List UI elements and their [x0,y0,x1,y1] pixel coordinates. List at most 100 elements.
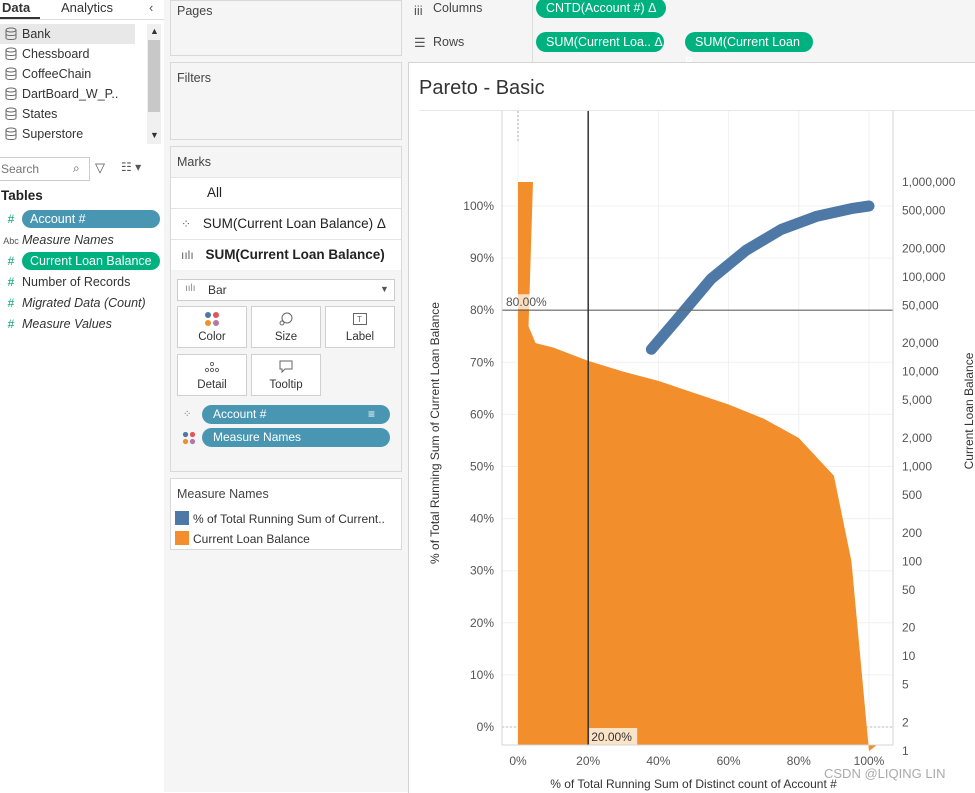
database-icon [4,27,18,41]
mark-type-dropdown[interactable]: ıılı Bar ▼ [177,279,395,301]
search-box[interactable]: ⌕ [0,157,90,181]
datasource-scrollbar[interactable]: ▲ ▼ [147,24,161,144]
marks-all-tab[interactable]: All [171,177,401,208]
tab-data[interactable]: Data [2,0,30,18]
account-detail-pill[interactable]: Account # ≡ [202,405,390,424]
y-left-tick-label: 90% [470,251,494,265]
legend-label-loan-balance[interactable]: Current Loan Balance [193,532,310,546]
data-pane: Data Analytics ‹ Bank Chessboard CoffeeCha… [0,0,165,792]
divider [532,29,533,62]
marks-row1-label: SUM(Current Loan Balance) Δ [203,216,386,231]
y-left-tick-label: 100% [463,199,494,213]
bar-mark-icon: ıılı [181,248,194,262]
datasource-item[interactable]: CoffeeChain [0,64,135,84]
view-list-icon[interactable]: ☷ ▾ [121,160,141,174]
field-item[interactable]: #Measure Values [0,314,164,335]
tables-header: Tables [1,188,43,203]
x-tick-label: 80% [787,754,811,768]
search-input[interactable] [0,160,71,178]
worksheet: Pareto - Basic 80.00%20.00%0%10%20%30%40… [408,62,975,793]
columns-label: Columns [433,1,482,15]
filters-title: Filters [177,71,211,85]
y-left-tick-label: 10% [470,668,494,682]
label-icon: T [326,311,394,331]
pages-shelf[interactable]: Pages [170,0,402,56]
datasource-label: Chessboard [22,47,89,61]
y-right-tick-label: 100,000 [902,270,946,284]
size-button[interactable]: Size [251,306,321,348]
color-button[interactable]: Color [177,306,247,348]
filters-shelf[interactable]: Filters [170,62,402,140]
pages-title: Pages [177,4,212,18]
legend-title: Measure Names [177,487,269,501]
field-label: Current Loan Balance [22,252,160,270]
color-icon [178,311,246,331]
detail-button[interactable]: Detail [177,354,247,396]
y-right-tick-label: 1,000,000 [902,175,956,189]
database-icon [4,47,18,61]
y-right-tick-label: 20,000 [902,336,939,350]
columns-pill-cntd-account[interactable]: CNTD(Account #) Δ [536,0,666,18]
scroll-thumb[interactable] [148,40,160,112]
datasource-item[interactable]: States [0,104,135,124]
marks-tab-loan-delta[interactable]: ⁘ SUM(Current Loan Balance) Δ [171,208,401,239]
x-tick-label: 60% [717,754,741,768]
legend-swatch-running-sum[interactable] [175,511,189,525]
y-left-axis-title: % of Total Running Sum of Current Loan B… [428,302,442,564]
color-label: Color [198,331,225,343]
measure-names-pill-label: Measure Names [213,430,301,444]
rows-label: Rows [433,35,464,49]
tooltip-button[interactable]: Tooltip [251,354,321,396]
y-right-tick-label: 200 [902,526,922,540]
pareto-chart: 80.00%20.00%0%10%20%30%40%50%60%70%80%90… [409,111,975,793]
rows-icon: ☰ [414,35,426,51]
y-right-tick-label: 500 [902,488,922,502]
color-legend: Measure Names % of Total Running Sum of … [170,478,402,550]
label-label: Label [346,331,374,343]
account-pill-label: Account # [213,407,266,421]
datasource-item[interactable]: Bank [0,24,135,44]
number-type-icon: # [0,314,22,335]
filter-icon[interactable]: ▽ [95,160,105,176]
label-button[interactable]: T Label [325,306,395,348]
rows-pill-running-sum[interactable]: SUM(Current Loa.. Δ [536,32,664,52]
y-right-tick-label: 500,000 [902,204,946,218]
y-left-tick-label: 30% [470,564,494,578]
shelves-pane: Pages Filters Marks All ⁘ SUM(Current Lo… [164,0,408,792]
field-item[interactable]: #Current Loan Balance [0,251,164,272]
search-icon: ⌕ [73,161,80,176]
number-type-icon: # [0,293,22,314]
measure-names-color-pill[interactable]: Measure Names [202,428,390,447]
y-left-tick-label: 60% [470,407,494,421]
rows-pill-loan-balance[interactable]: SUM(Current Loan B.. [685,32,813,52]
tab-analytics[interactable]: Analytics [61,0,113,18]
scroll-down-icon[interactable]: ▼ [150,130,159,140]
scatter-mark-icon: ⁘ [181,217,191,231]
legend-label-running-sum[interactable]: % of Total Running Sum of Current.. [193,512,385,526]
detail-label: Detail [197,379,226,391]
field-item[interactable]: #Number of Records [0,272,164,293]
datasource-label: States [22,107,57,121]
datasource-item[interactable]: Superstore [0,124,135,144]
color-pill-icon [182,431,196,448]
string-type-icon: Abc [0,231,22,252]
rows-shelf: ☰ Rows SUM(Current Loa.. Δ SUM(Current L… [408,29,975,63]
datasource-item[interactable]: DartBoard_W_P.. [0,84,135,104]
y-right-tick-label: 20 [902,621,916,635]
y-right-tick-label: 1 [902,744,909,758]
y-left-tick-label: 20% [470,616,494,630]
datasource-label: DartBoard_W_P.. [22,87,118,101]
columns-shelf: iii Columns CNTD(Account #) Δ [408,0,975,30]
field-item[interactable]: #Account # [0,209,164,230]
field-item[interactable]: #Migrated Data (Count) [0,293,164,314]
y-right-tick-label: 100 [902,554,922,568]
datasource-item[interactable]: Chessboard [0,44,135,64]
scroll-up-icon[interactable]: ▲ [150,26,159,36]
sort-icon: ≡ [368,405,375,424]
legend-swatch-loan-balance[interactable] [175,531,189,545]
collapse-pane-icon[interactable]: ‹ [149,0,153,15]
marks-all-label: All [207,185,222,200]
marks-tab-loan[interactable]: ıılı SUM(Current Loan Balance) [171,239,401,270]
